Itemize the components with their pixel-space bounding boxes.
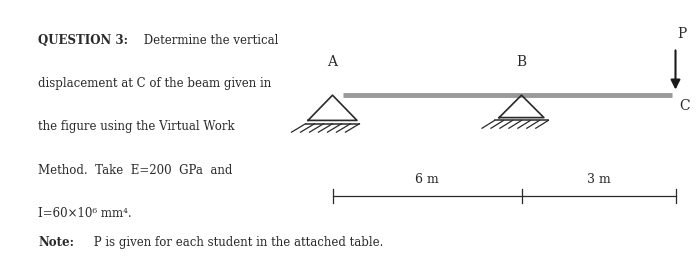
Text: I=60×10⁶ mm⁴.: I=60×10⁶ mm⁴. (38, 207, 132, 220)
Text: the figure using the Virtual Work: the figure using the Virtual Work (38, 120, 235, 133)
Text: P: P (678, 27, 687, 41)
Text: B: B (517, 55, 526, 69)
Text: displacement at C of the beam given in: displacement at C of the beam given in (38, 77, 272, 90)
Text: Determine the vertical: Determine the vertical (140, 34, 279, 46)
Text: QUESTION 3:: QUESTION 3: (38, 34, 129, 46)
Text: C: C (679, 99, 690, 113)
Text: P is given for each student in the attached table.: P is given for each student in the attac… (90, 236, 383, 249)
Text: Method.  Take  E=200  GPa  and: Method. Take E=200 GPa and (38, 164, 233, 177)
Text: A: A (328, 55, 337, 69)
Text: 6 m: 6 m (415, 173, 439, 186)
Text: Note:: Note: (38, 236, 74, 249)
Text: 3 m: 3 m (587, 173, 610, 186)
